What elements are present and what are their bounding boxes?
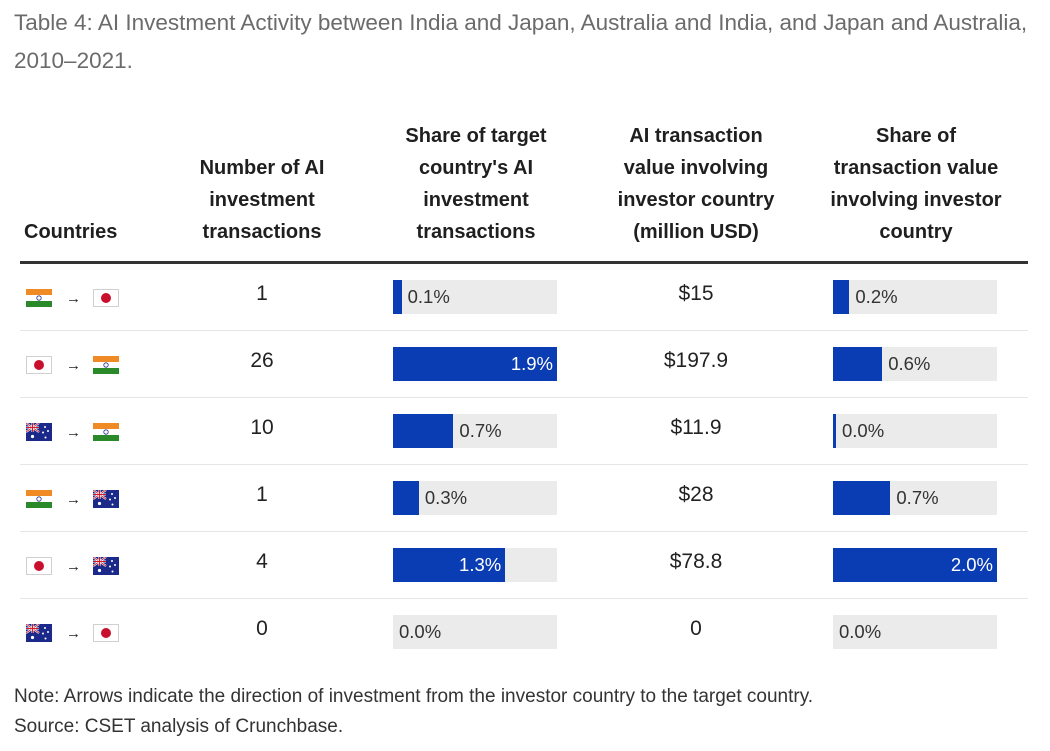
share-target-label: 0.3%: [424, 487, 468, 508]
australia-flag-icon: [26, 624, 52, 642]
share-target-bar: [393, 347, 557, 381]
arrow-right-icon: →: [66, 624, 81, 642]
australia-flag-icon: [93, 490, 119, 508]
country-pair: →: [26, 623, 119, 643]
india-flag-icon: [26, 490, 52, 508]
country-pair: →: [26, 422, 119, 442]
header-share-target: Share of target country's AI investment …: [405, 125, 547, 243]
table-row: → 26 1.9% $197.9 0.6%: [20, 331, 1028, 398]
num-transactions-cell: 10: [250, 416, 274, 439]
share-target-label: 1.3%: [459, 554, 502, 575]
table-row: → 1 0.3% $28 0.7%: [20, 465, 1028, 532]
share-target-track: 1.3%: [393, 548, 557, 582]
table-row: → 10 0.7% $11.9 0.0%: [20, 398, 1028, 465]
country-pair: →: [26, 556, 119, 576]
table-row: → 1 0.1% $15 0.2%: [20, 264, 1028, 331]
share-target-track: 1.9%: [393, 347, 557, 381]
num-transactions-cell: 4: [256, 550, 268, 573]
india-flag-icon: [93, 423, 119, 441]
value-investor-cell: $15: [678, 282, 714, 305]
australia-flag-icon: [93, 557, 119, 575]
header-num-transactions: Number of AI investment transactions: [199, 157, 325, 243]
header-share-value: Share of transaction value involving inv…: [830, 125, 1002, 243]
header-countries: Countries: [24, 221, 118, 243]
share-target-track: 0.3%: [393, 481, 557, 515]
share-value-bar: [833, 414, 836, 448]
share-target-label: 0.1%: [407, 286, 450, 307]
share-value-label: 0.6%: [888, 353, 931, 374]
share-value-label: 2.0%: [950, 554, 993, 575]
arrow-right-icon: →: [66, 557, 81, 575]
table-row: → 0 0.0% 0 0.0%: [20, 599, 1028, 666]
share-value-bar: [833, 347, 883, 381]
row-divider: [20, 397, 1028, 398]
share-target-label: 1.9%: [510, 353, 553, 374]
row-divider: [20, 464, 1028, 465]
japan-flag-icon: [26, 356, 52, 374]
source-text: Source: CSET analysis of Crunchbase.: [14, 716, 344, 737]
share-value-track: 0.6%: [833, 347, 997, 381]
note-text: Note: Arrows indicate the direction of i…: [14, 686, 814, 707]
arrow-right-icon: →: [66, 423, 81, 441]
share-target-track: 0.0%: [393, 615, 557, 649]
share-target-bar: [393, 280, 402, 314]
share-target-bar: [393, 481, 419, 515]
japan-flag-icon: [26, 557, 52, 575]
country-pair: →: [26, 355, 119, 375]
row-divider: [20, 330, 1028, 331]
share-target-track: 0.1%: [393, 280, 557, 314]
share-value-bar: [833, 280, 850, 314]
row-divider: [20, 531, 1028, 532]
share-target-bar: [393, 414, 454, 448]
num-transactions-cell: 1: [256, 483, 268, 506]
share-value-track: 0.2%: [833, 280, 997, 314]
value-investor-cell: 0: [690, 617, 702, 640]
share-value-label: 0.0%: [842, 420, 885, 441]
num-transactions-cell: 0: [256, 617, 268, 640]
share-value-track: 0.7%: [833, 481, 997, 515]
value-investor-cell: $78.8: [669, 550, 723, 573]
num-transactions-cell: 1: [256, 282, 268, 305]
table-note: Note: Arrows indicate the direction of i…: [14, 682, 1044, 742]
india-flag-icon: [26, 289, 52, 307]
arrow-right-icon: →: [66, 289, 81, 307]
header-value-investor: AI transaction value involving investor …: [617, 125, 775, 243]
india-flag-icon: [93, 356, 119, 374]
share-value-track: 0.0%: [833, 615, 997, 649]
share-value-label: 0.0%: [839, 621, 882, 642]
japan-flag-icon: [93, 624, 119, 642]
share-value-bar: [833, 481, 891, 515]
share-target-track: 0.7%: [393, 414, 557, 448]
value-investor-cell: $28: [678, 483, 714, 506]
share-value-track: 2.0%: [833, 548, 997, 582]
header-rule: [20, 261, 1028, 264]
arrow-right-icon: →: [66, 356, 81, 374]
value-investor-cell: $197.9: [663, 349, 729, 372]
country-pair: →: [26, 489, 119, 509]
japan-flag-icon: [93, 289, 119, 307]
table-row: → 4 1.3% $78.8 2.0%: [20, 532, 1028, 599]
share-target-label: 0.7%: [459, 420, 502, 441]
value-investor-cell: $11.9: [670, 416, 722, 439]
share-value-label: 0.7%: [896, 487, 939, 508]
share-target-bar: [393, 548, 506, 582]
share-value-label: 0.2%: [855, 286, 898, 307]
share-value-track: 0.0%: [833, 414, 997, 448]
country-pair: →: [26, 288, 119, 308]
australia-flag-icon: [26, 423, 52, 441]
arrow-right-icon: →: [66, 490, 81, 508]
share-target-label: 0.0%: [399, 621, 442, 642]
table-title: Table 4: AI Investment Activity between …: [14, 10, 1028, 73]
row-divider: [20, 598, 1028, 599]
share-value-bar: [833, 548, 997, 582]
num-transactions-cell: 26: [250, 349, 274, 372]
